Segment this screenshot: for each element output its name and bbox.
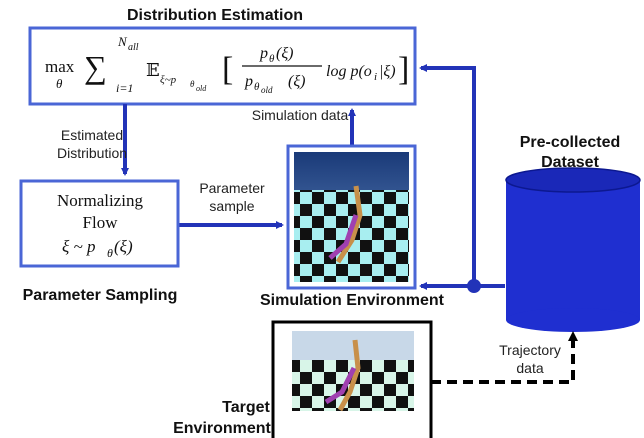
formula-part: max	[45, 57, 75, 76]
formula-part: log p(o	[326, 63, 372, 80]
flow-label: Flow	[83, 213, 119, 232]
target-image	[292, 331, 414, 411]
formula-part: θ	[254, 81, 260, 93]
flow-formula: θ	[107, 246, 113, 260]
formula-part: p	[244, 73, 253, 90]
formula-part: |ξ)	[379, 63, 396, 80]
formula-part: p	[259, 45, 268, 62]
label: data	[516, 360, 543, 376]
formula-part: ∑	[84, 49, 107, 85]
formula-part: old	[196, 84, 207, 93]
formula-part: [	[222, 51, 233, 88]
caption: Parameter Sampling	[23, 287, 178, 304]
label: sample	[209, 198, 254, 214]
flow-label: Normalizing	[57, 191, 143, 210]
label: Parameter	[199, 180, 265, 196]
label: Estimated	[61, 127, 123, 143]
junction	[467, 279, 481, 293]
label: Trajectory	[499, 342, 561, 358]
flow-formula: (ξ)	[114, 237, 133, 256]
caption: Target	[222, 399, 270, 416]
formula-part: θ	[269, 53, 275, 65]
dataset-label: Dataset	[541, 154, 599, 171]
formula-part: ξ~p	[160, 74, 177, 86]
formula-part: all	[128, 42, 139, 53]
formula-part: θ	[190, 79, 195, 89]
label: Simulation data	[252, 107, 349, 123]
formula-part: old	[261, 85, 273, 95]
dataset	[506, 168, 640, 332]
label: Distribution	[57, 145, 127, 161]
diagram: Distribution Estimation max θ ∑ N all i=…	[0, 0, 644, 438]
dataset-label: Pre-collected	[520, 134, 620, 151]
title: Distribution Estimation	[127, 7, 303, 24]
flow-formula: ξ ~ p	[62, 237, 95, 256]
formula-part: i	[374, 71, 377, 83]
formula-part: i=1	[116, 81, 133, 95]
sim-image	[294, 152, 409, 282]
formula-part: θ	[56, 76, 63, 91]
formula-part: 𝔼	[146, 60, 160, 80]
caption: Environment	[173, 420, 271, 437]
caption: Simulation Environment	[260, 292, 445, 309]
formula-part: N	[117, 34, 128, 49]
formula-part: ]	[398, 51, 409, 88]
formula-part: (ξ)	[276, 45, 294, 62]
formula-part: (ξ)	[288, 73, 306, 90]
